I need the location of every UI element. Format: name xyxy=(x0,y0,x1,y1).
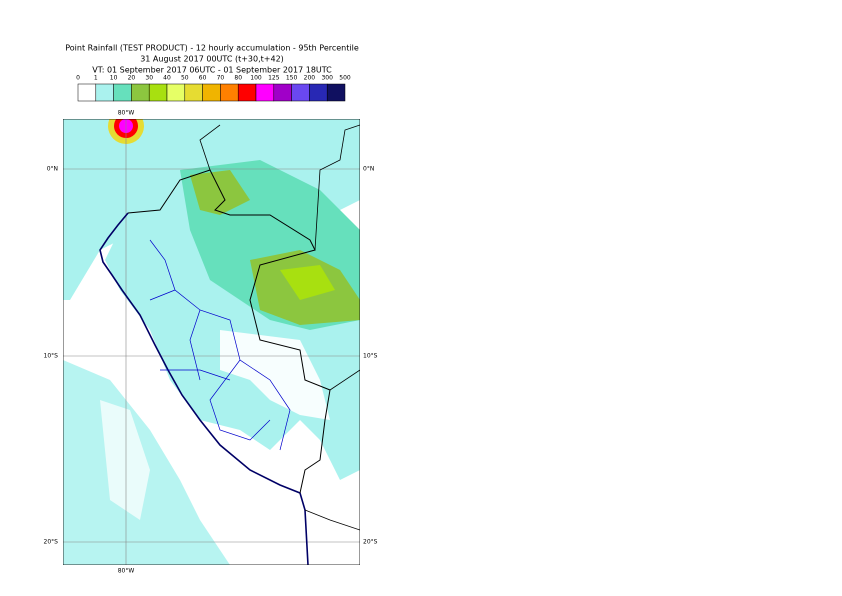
lat-label: 0°N xyxy=(47,166,58,173)
map xyxy=(63,119,360,565)
lat-label: 20°S xyxy=(363,539,378,546)
legend-label: 10 xyxy=(110,75,118,82)
legend-swatch xyxy=(273,83,292,102)
legend-label: 60 xyxy=(199,75,207,82)
legend-swatch xyxy=(309,83,328,102)
legend-swatch xyxy=(326,83,346,102)
legend-label: 150 xyxy=(286,75,298,82)
lon-label: 80°W xyxy=(118,568,135,575)
legend-swatch xyxy=(113,83,132,102)
legend-swatch xyxy=(291,83,310,102)
title: Point Rainfall (TEST PRODUCT) - 12 hourl… xyxy=(65,44,359,53)
legend-label: 0 xyxy=(76,75,80,82)
lat-label: 10°S xyxy=(44,353,59,360)
legend-label: 80 xyxy=(234,75,242,82)
lat-labels: 0°N 0°N 10°S 10°S 20°S 20°S xyxy=(44,166,378,546)
legend-swatch xyxy=(166,83,186,102)
legend-label: 40 xyxy=(163,75,171,82)
legend-swatch xyxy=(220,83,239,102)
legend-swatch xyxy=(95,83,114,102)
legend-swatch xyxy=(131,83,150,102)
legend: 0 1 10 20 30 40 50 60 70 80 100 125 150 200 300 500 xyxy=(76,75,351,102)
legend-label: 200 xyxy=(304,75,316,82)
lat-label: 0°N xyxy=(363,166,374,173)
legend-label: 1 xyxy=(94,75,98,82)
legend-swatch xyxy=(184,83,203,102)
legend-label: 70 xyxy=(217,75,225,82)
legend-swatch xyxy=(237,83,257,102)
lon-label: 80°W xyxy=(118,110,135,117)
legend-label: 300 xyxy=(321,75,333,82)
legend-label: 30 xyxy=(145,75,153,82)
lat-label: 10°S xyxy=(363,353,378,360)
lat-label: 20°S xyxy=(44,539,59,546)
base-time: 31 August 2017 00UTC (t+30,t+42) xyxy=(140,55,284,64)
validity: VT: 01 September 2017 06UTC - 01 Septemb… xyxy=(92,66,332,75)
legend-swatch xyxy=(202,83,221,102)
legend-label: 125 xyxy=(268,75,280,82)
legend-swatch xyxy=(148,83,168,102)
legend-label: 20 xyxy=(128,75,136,82)
legend-label: 50 xyxy=(181,75,189,82)
legend-label: 500 xyxy=(339,75,351,82)
legend-swatch xyxy=(77,83,97,102)
legend-swatch xyxy=(255,83,275,102)
legend-label: 100 xyxy=(250,75,262,82)
